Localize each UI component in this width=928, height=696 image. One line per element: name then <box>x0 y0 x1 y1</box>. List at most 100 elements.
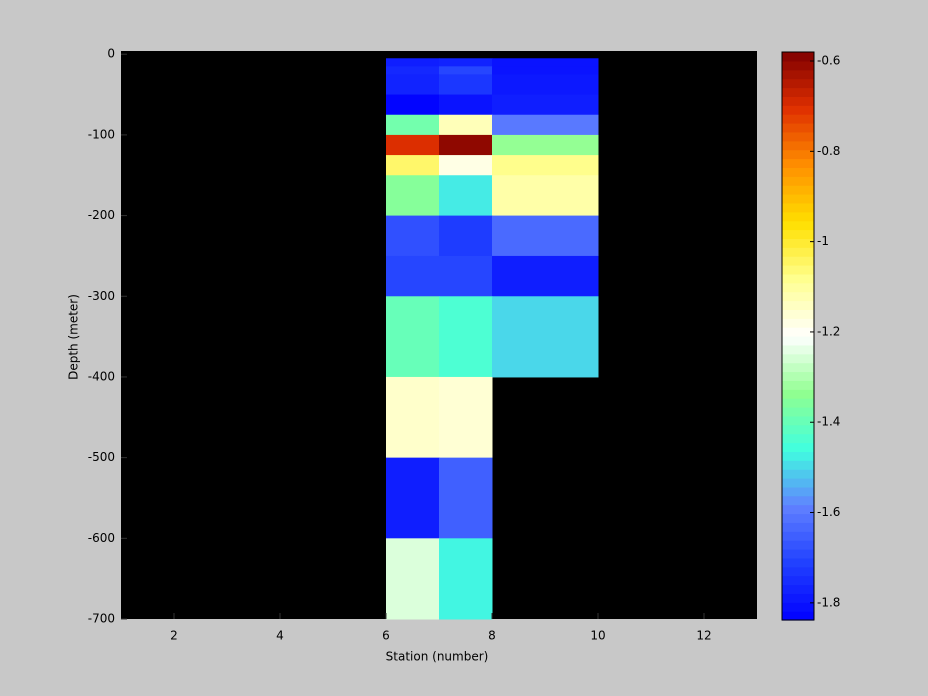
colorbar-band <box>782 52 814 62</box>
colorbar-tick-label: -0.6 <box>817 54 840 68</box>
colorbar-band <box>782 398 814 408</box>
colorbar-band <box>782 238 814 248</box>
colorbar-band <box>782 256 814 266</box>
heatmap-cell <box>439 255 493 297</box>
heatmap-cell <box>386 296 440 378</box>
colorbar-band <box>782 300 814 310</box>
heatmap-cell <box>439 457 493 539</box>
colorbar-band <box>782 566 814 577</box>
heatmap-cell <box>439 296 493 378</box>
colorbar-tick-label: -1.8 <box>817 595 840 609</box>
heatmap-cell <box>492 94 599 116</box>
x-tick-label: 12 <box>696 629 711 643</box>
heatmap-cell <box>439 376 493 459</box>
y-tick-label: -400 <box>88 369 115 383</box>
heatmap-cell <box>439 175 493 217</box>
y-tick-label: -300 <box>88 289 115 303</box>
heatmap-cell <box>492 58 599 67</box>
colorbar-band <box>782 229 814 239</box>
colorbar-band <box>782 407 814 417</box>
y-tick-label: -700 <box>88 612 115 626</box>
y-tick-label: -200 <box>88 208 115 222</box>
heatmap-cell <box>386 94 440 116</box>
colorbar-band <box>782 389 814 399</box>
x-tick-label: 10 <box>590 629 605 643</box>
heatmap-cell <box>439 155 493 176</box>
colorbar-band <box>782 265 814 275</box>
colorbar-band <box>782 495 814 506</box>
y-axis-label: Depth (meter) <box>67 294 81 380</box>
colorbar-band <box>782 611 814 621</box>
colorbar-band <box>782 380 814 390</box>
heatmap-cell <box>492 215 599 257</box>
heatmap-cell <box>386 457 440 539</box>
colorbar-band <box>782 451 814 461</box>
heatmap-cell <box>492 114 599 136</box>
colorbar-band <box>782 540 814 550</box>
colorbar-band <box>782 513 814 523</box>
colorbar-band <box>782 336 814 346</box>
colorbar-band <box>782 415 814 426</box>
colorbar-band <box>782 140 814 151</box>
colorbar-band <box>782 478 814 488</box>
colorbar-band <box>782 362 814 373</box>
colorbar-frame <box>781 51 815 621</box>
colorbar-tick-label: -0.8 <box>817 144 840 158</box>
colorbar-band <box>782 584 814 594</box>
heatmap-cell <box>492 255 599 297</box>
colorbar-band <box>782 60 814 71</box>
colorbar-band <box>782 469 814 479</box>
heatmap-cell <box>492 155 599 176</box>
colorbar-band <box>782 602 814 612</box>
colorbar-band <box>782 114 814 124</box>
colorbar-band <box>782 460 814 470</box>
colorbar-band <box>782 87 814 97</box>
colorbar-band <box>782 123 814 133</box>
colorbar-band <box>782 158 814 168</box>
heatmap-cell <box>439 66 493 75</box>
y-tick-label: -500 <box>88 450 115 464</box>
heatmap-cell <box>386 255 440 297</box>
colorbar-band <box>782 202 814 213</box>
colorbar-band <box>782 318 814 328</box>
colorbar-band <box>782 282 814 293</box>
heatmap-cell <box>386 58 440 67</box>
colorbar-band <box>782 220 814 231</box>
heatmap-cell <box>386 538 440 620</box>
colorbar-band <box>782 194 814 204</box>
heatmap-cell <box>492 66 599 75</box>
colorbar-tick-label: -1 <box>817 234 829 248</box>
colorbar-band <box>782 531 814 541</box>
colorbar-band <box>782 344 814 355</box>
heatmap-cell <box>492 74 599 96</box>
heatmap-cell <box>439 74 493 96</box>
colorbar-band <box>782 78 814 89</box>
heatmap-cell <box>386 175 440 217</box>
colorbar-band <box>782 176 814 186</box>
colorbar-band <box>782 96 814 106</box>
colorbar-band <box>782 522 814 532</box>
colorbar-band <box>782 185 814 195</box>
colorbar-band <box>782 433 814 444</box>
heatmap-cell <box>492 175 599 217</box>
colorbar-band <box>782 291 814 302</box>
heatmap-cell <box>386 114 440 136</box>
heatmap-cell <box>386 66 440 75</box>
colorbar-band <box>782 424 814 435</box>
colorbar-band <box>782 442 814 452</box>
colorbar-band <box>782 309 814 319</box>
colorbar-band <box>782 371 814 381</box>
heatmap-cell <box>386 74 440 96</box>
x-axis-label: Station (number) <box>386 650 489 664</box>
y-tick-label: -600 <box>88 531 115 545</box>
colorbar-tick-label: -1.6 <box>817 505 840 519</box>
colorbar-band <box>782 327 814 337</box>
x-tick-label: 4 <box>276 629 284 643</box>
heatmap-cell <box>439 94 493 116</box>
colorbar-band <box>782 273 814 284</box>
colorbar-band <box>782 131 814 142</box>
heatmap-cell <box>492 134 599 156</box>
colorbar-band <box>782 504 814 515</box>
heatmap-cell <box>386 134 440 156</box>
